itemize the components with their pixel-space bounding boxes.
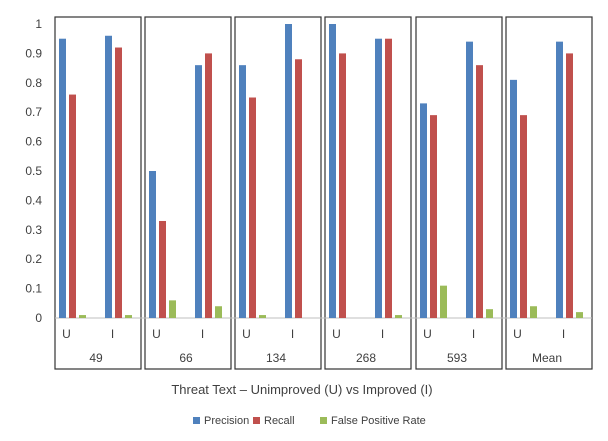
group-frame: [505, 16, 593, 370]
bar: [556, 41, 563, 318]
x-category-label: I: [472, 327, 475, 341]
y-tick-label: 0.6: [25, 135, 42, 149]
legend-swatch: [253, 417, 260, 424]
legend-label: Precision: [204, 415, 249, 427]
legend-swatch: [193, 417, 200, 424]
x-group-label: 66: [179, 351, 193, 365]
bar: [530, 306, 537, 318]
legend: Precision Recall False Positive Rate: [193, 415, 426, 427]
group-frame: [324, 16, 412, 370]
bar: [115, 47, 122, 319]
y-tick-label: 0.8: [25, 76, 42, 90]
x-group-label: 49: [89, 351, 103, 365]
x-group-label: Mean: [532, 351, 562, 365]
y-tick-label: 0: [35, 311, 42, 325]
y-tick-label: 0.3: [25, 223, 42, 237]
y-tick-label: 0.1: [25, 282, 42, 296]
y-tick-label: 0.4: [25, 193, 42, 207]
bar: [159, 220, 166, 318]
x-category-label: I: [201, 327, 204, 341]
bar: [285, 24, 292, 318]
group-frame: [234, 16, 322, 370]
x-group-label: 134: [266, 351, 286, 365]
bar: [249, 97, 256, 318]
group-frame: [144, 16, 232, 370]
bar: [79, 315, 86, 318]
bar: [430, 115, 437, 318]
bar: [375, 38, 382, 318]
x-category-label: U: [242, 327, 251, 341]
bar: [205, 53, 212, 319]
x-category-label: U: [62, 327, 71, 341]
legend-swatch: [320, 417, 327, 424]
x-group-label: 593: [447, 351, 467, 365]
x-group-label: 268: [356, 351, 376, 365]
bar: [339, 53, 346, 319]
x-category-label: I: [111, 327, 114, 341]
x-category-label: U: [423, 327, 432, 341]
bar: [476, 65, 483, 318]
group-frame: [415, 16, 503, 370]
bar: [59, 38, 66, 318]
y-tick-label: 0.7: [25, 105, 42, 119]
bar: [295, 59, 302, 318]
bar: [239, 65, 246, 318]
y-tick-label: 0.5: [25, 164, 42, 178]
bar: [259, 315, 266, 318]
bar: [149, 171, 156, 318]
x-category-label: U: [152, 327, 161, 341]
bar: [329, 24, 336, 318]
bar: [466, 41, 473, 318]
bar: [195, 65, 202, 318]
bar: [69, 94, 76, 318]
y-tick-label: 1: [35, 17, 42, 31]
bar: [105, 35, 112, 318]
legend-label: False Positive Rate: [331, 415, 426, 427]
group-frame: [54, 16, 142, 370]
bar: [385, 38, 392, 318]
bar: [169, 300, 176, 318]
y-tick-label: 0.9: [25, 46, 42, 60]
bar: [486, 309, 493, 318]
legend-label: Recall: [264, 415, 295, 427]
bar: [510, 79, 517, 318]
x-category-label: U: [332, 327, 341, 341]
y-tick-label: 0.2: [25, 252, 42, 266]
x-category-label: I: [291, 327, 294, 341]
y-axis: 0 0.1 0.2 0.3 0.4 0.5 0.6 0.7 0.8 0.9 1: [25, 17, 42, 325]
bar: [566, 53, 573, 319]
x-category-label: I: [562, 327, 565, 341]
bar: [440, 285, 447, 318]
bars: [59, 24, 583, 319]
x-category-label: I: [381, 327, 384, 341]
bar: [420, 103, 427, 318]
x-category-label: U: [513, 327, 522, 341]
bar: [576, 312, 583, 318]
bar: [520, 115, 527, 318]
group-frames: [54, 16, 593, 370]
bar: [215, 306, 222, 318]
bar: [125, 315, 132, 318]
bar: [395, 315, 402, 318]
x-axis-label: Threat Text – Unimproved (U) vs Improved…: [171, 382, 432, 397]
